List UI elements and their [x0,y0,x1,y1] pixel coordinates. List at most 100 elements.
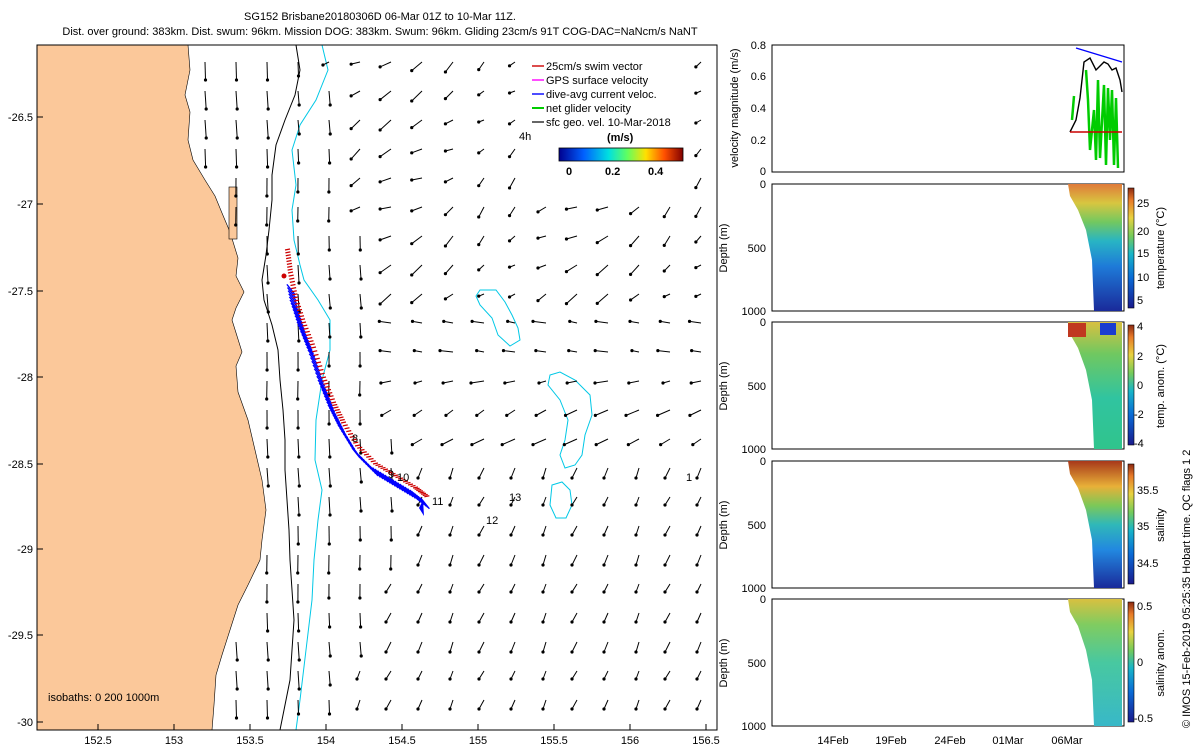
velocity-arrow [445,61,454,73]
velocity-arrow-head [297,161,301,165]
longitude-labels: 152.5 153 153.5 154 154.5 155 155.5 156 … [84,735,720,747]
swim-vector [412,486,419,489]
velocity-arrow [628,438,640,446]
velocity-arrow-head [570,707,574,711]
temp-cbar-10: 10 [1137,272,1149,284]
dive-avg-current-vector [374,468,384,480]
vel-tick-06: 0.6 [751,71,766,83]
velocity-arrow-head [416,620,420,624]
velocity-arrow [692,438,702,446]
velocity-arrow-head [541,650,545,654]
swim-vector [346,430,352,433]
velocity-arrow-head [448,590,452,594]
velocity-arrow-head [266,107,270,111]
swim-vector [315,361,322,364]
velocity-arrow-head [359,480,363,484]
swim-vector [339,418,345,422]
swim-vector [290,283,296,287]
swim-vector [414,487,420,490]
velocity-arrow [603,467,609,479]
velocity-arrow-head [349,209,353,213]
velocity-arrow-head [234,716,239,720]
velocity-arrow-head [477,590,481,594]
swim-vector [372,462,379,465]
velocity-arrow [635,554,640,566]
velocity-arrow-head [235,165,239,169]
dive-avg-current-vector [317,379,327,391]
velocity-arrow-head [448,533,452,537]
velocity-arrow-head [570,533,574,537]
dive-avg-current-vector [394,480,404,492]
dive-avg-current-vector [304,343,315,355]
velocity-arrow-head [384,707,388,711]
velocity-arrow [535,350,547,353]
velocity-arrow [532,320,547,324]
swim-vector [324,385,330,388]
velocity-arrow-head [570,503,574,507]
velocity-arrow-head [349,184,353,188]
velocity-arrow-head [602,650,606,654]
velocity-arrow [566,293,578,305]
swim-vector [407,483,414,486]
legend-gps-velocity: GPS surface velocity [546,75,649,87]
velocity-arrow-head [327,542,331,546]
velocity-arrow-head [477,677,481,681]
dive-avg-current-vector [391,479,402,490]
velocity-arrow-head [297,484,301,488]
velocity-arrow-head [570,590,574,594]
velocity-arrow-head [265,78,270,82]
swim-vector [363,453,370,456]
swim-vector [286,257,292,260]
lat-label-26-5: -26.5 [8,112,33,124]
velocity-arrow-head [448,707,452,711]
sanom-cbar-0: 0 [1137,657,1143,669]
velocity-arrow [297,90,300,106]
velocity-arrow [595,409,609,416]
velocity-arrow-head [628,272,633,276]
dive-avg-current-vector [396,482,407,493]
swim-vector [294,302,301,305]
velocity-arrow-head [349,62,353,66]
dive-avg-current-vector [295,318,305,330]
temperature-panel: Depth (m) 0 500 1000 25 20 15 10 5 tempe… [718,179,1167,318]
velocity-arrow [635,641,640,653]
velocity-arrow-head [627,381,631,385]
velocity-arrow-head [477,650,481,654]
velocity-arrow-head [265,426,269,430]
velocity-arrow-head [384,677,388,681]
map-legend: 25cm/s swim vector GPS surface velocity … [519,61,684,178]
time-tick-24feb: 24Feb [934,735,965,747]
swim-vector [303,327,309,330]
velocity-arrow-head [695,590,699,594]
velocity-arrow-head [594,319,598,323]
velocity-arrow-head [536,298,540,303]
velocity-arrow-head [327,422,331,426]
velocity-arrow [478,235,485,245]
velocity-arrow [266,612,269,632]
velocity-arrow-head [416,533,420,537]
legend-swim-vector: 25cm/s swim vector [546,61,643,73]
swim-vector [422,493,428,497]
dive-avg-current-vector [324,398,335,410]
velocity-arrow-head [296,252,300,256]
velocity-arrow-head [443,180,448,184]
velocity-arrow-head [443,297,448,301]
swim-vector [292,293,298,296]
velocity-arrow [359,264,362,280]
velocity-arrow [660,320,671,324]
velocity-arrow-head [594,443,598,447]
velocity-arrow-head [536,210,540,214]
swim-vector [287,271,294,274]
velocity-arrow-head [442,319,446,323]
salinity-anomaly-cbar-label: salinity anom. [1155,629,1167,696]
velocity-arrow [411,206,423,212]
velocity-arrow-head [266,455,270,459]
velocity-arrow [603,525,609,536]
velocity-arrow [411,61,423,72]
velocity-arrow-head [410,273,414,277]
velocity-arrow-head [443,97,448,101]
velocity-arrow [204,61,206,81]
glider-track [281,248,430,516]
velocity-arrow-head [349,157,353,161]
velocity-arrow-head [662,269,666,273]
